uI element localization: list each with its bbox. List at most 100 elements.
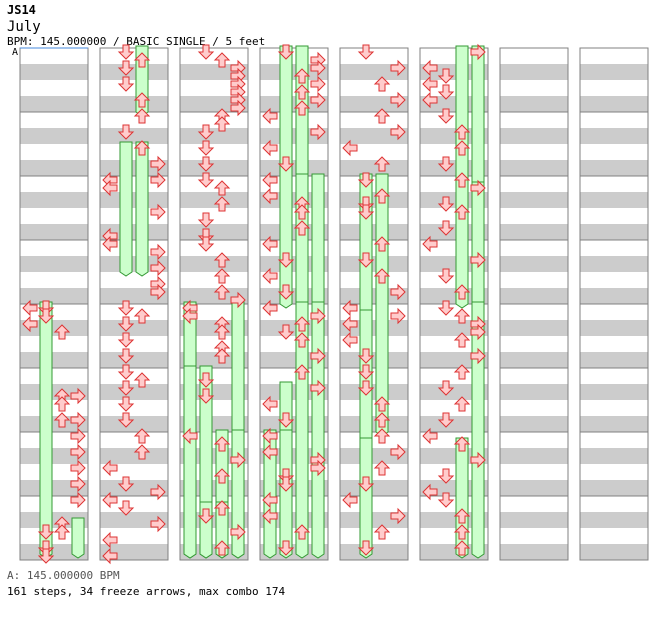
beat-stripe: [500, 448, 568, 464]
tap-arrow: [117, 412, 135, 428]
beat-stripe: [20, 64, 88, 80]
tap-arrow: [373, 396, 391, 412]
beat-stripe: [100, 192, 168, 208]
tap-arrow: [102, 547, 118, 565]
tap-arrow: [293, 68, 311, 84]
tap-arrow: [342, 299, 358, 317]
beat-stripe: [100, 320, 168, 336]
tap-arrow: [310, 347, 326, 365]
tap-arrow: [373, 460, 391, 476]
tap-arrow: [390, 443, 406, 461]
tap-arrow: [453, 436, 471, 452]
beat-stripe: [340, 256, 408, 272]
tap-arrow: [102, 179, 118, 197]
tap-arrow: [213, 468, 231, 484]
tap-arrow: [437, 84, 455, 100]
tap-arrow: [22, 315, 38, 333]
tap-arrow: [213, 348, 231, 364]
tap-arrow: [213, 268, 231, 284]
beat-stripe: [340, 160, 408, 176]
beat-stripe: [100, 448, 168, 464]
tap-arrow: [453, 524, 471, 540]
beat-stripe: [580, 96, 648, 112]
tap-arrow: [390, 59, 406, 77]
beat-stripe: [500, 512, 568, 528]
tap-arrow: [150, 283, 166, 301]
tap-arrow: [437, 492, 455, 508]
beat-stripe: [20, 160, 88, 176]
beat-stripe: [20, 128, 88, 144]
tap-arrow: [53, 396, 71, 412]
tap-arrow: [70, 427, 86, 445]
tap-arrow: [70, 411, 86, 429]
tap-arrow: [470, 43, 486, 61]
tap-arrow: [390, 91, 406, 109]
column-border: [339, 47, 409, 561]
beat-stripe: [420, 128, 488, 144]
beat-stripe: [580, 256, 648, 272]
freeze-arrow: [279, 429, 293, 559]
tap-arrow: [70, 443, 86, 461]
beat-stripe: [100, 64, 168, 80]
beat-stripe: [340, 192, 408, 208]
beat-stripe: [420, 192, 488, 208]
tap-arrow: [230, 451, 246, 469]
beat-stripe: [580, 192, 648, 208]
tap-arrow: [117, 60, 135, 76]
tap-arrow: [470, 251, 486, 269]
tap-arrow: [310, 91, 326, 109]
beat-stripe: [420, 512, 488, 528]
tap-arrow: [277, 284, 295, 300]
beat-stripe: [500, 64, 568, 80]
beat-stripe: [580, 224, 648, 240]
beat-stripe: [500, 288, 568, 304]
tap-arrow: [133, 108, 151, 124]
tap-arrow: [150, 155, 166, 173]
tap-arrow: [437, 68, 455, 84]
tap-arrow: [373, 76, 391, 92]
beat-stripe: [580, 288, 648, 304]
beat-stripe: [500, 384, 568, 400]
tap-arrow: [437, 156, 455, 172]
tap-arrow: [197, 508, 215, 524]
tap-arrow: [150, 259, 166, 277]
tap-arrow: [277, 252, 295, 268]
beat-stripe: [20, 192, 88, 208]
beat-stripe: [580, 448, 648, 464]
tap-arrow: [117, 476, 135, 492]
tap-arrow: [293, 332, 311, 348]
beat-stripe: [580, 128, 648, 144]
beat-stripe: [20, 544, 88, 560]
column-border: [579, 47, 649, 561]
tap-arrow: [310, 59, 326, 77]
tap-arrow: [437, 108, 455, 124]
tap-arrow: [310, 75, 326, 93]
tap-arrow: [293, 204, 311, 220]
tap-arrow: [102, 491, 118, 509]
beat-stripe: [340, 480, 408, 496]
tap-arrow: [197, 172, 215, 188]
tap-arrow: [470, 451, 486, 469]
beat-stripe: [340, 352, 408, 368]
tap-arrow: [422, 427, 438, 445]
beat-stripe: [180, 512, 248, 528]
tap-arrow: [277, 156, 295, 172]
tap-arrow: [70, 491, 86, 509]
beat-stripe: [580, 160, 648, 176]
beat-stripe: [20, 288, 88, 304]
column-border: [259, 47, 329, 561]
tap-arrow: [422, 235, 438, 253]
tap-arrow: [342, 331, 358, 349]
tap-arrow: [453, 284, 471, 300]
beat-stripe: [580, 384, 648, 400]
tap-arrow: [70, 459, 86, 477]
tap-arrow: [70, 387, 86, 405]
beat-stripe: [340, 224, 408, 240]
beat-stripe: [580, 512, 648, 528]
beat-stripe: [180, 384, 248, 400]
tap-arrow: [182, 307, 198, 325]
tap-arrow: [213, 180, 231, 196]
beat-stripe: [340, 384, 408, 400]
tap-arrow: [373, 524, 391, 540]
